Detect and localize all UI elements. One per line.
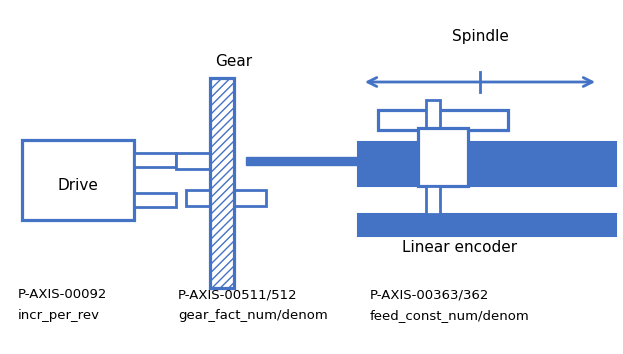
Text: P-AXIS-00363/362: P-AXIS-00363/362: [370, 289, 490, 302]
Text: Spindle: Spindle: [452, 29, 508, 44]
Bar: [134, 153, 176, 167]
Bar: [426, 186, 440, 214]
Bar: [418, 128, 468, 186]
Text: P-AXIS-00511/512: P-AXIS-00511/512: [178, 289, 298, 302]
Bar: [358, 214, 616, 236]
Bar: [210, 78, 234, 288]
Bar: [426, 100, 440, 128]
Text: feed_const_num/denom: feed_const_num/denom: [370, 309, 530, 322]
Bar: [246, 157, 358, 165]
Bar: [22, 140, 134, 220]
Bar: [176, 153, 222, 169]
Bar: [134, 193, 176, 207]
Text: Drive: Drive: [57, 177, 98, 193]
Bar: [186, 190, 266, 206]
Bar: [378, 110, 508, 130]
Text: gear_fact_num/denom: gear_fact_num/denom: [178, 309, 328, 322]
Text: Linear encoder: Linear encoder: [402, 240, 518, 256]
Text: incr_per_rev: incr_per_rev: [18, 309, 100, 322]
Text: P-AXIS-00092: P-AXIS-00092: [18, 289, 107, 302]
Bar: [468, 142, 616, 186]
Bar: [358, 142, 418, 186]
Text: Gear: Gear: [216, 55, 252, 69]
